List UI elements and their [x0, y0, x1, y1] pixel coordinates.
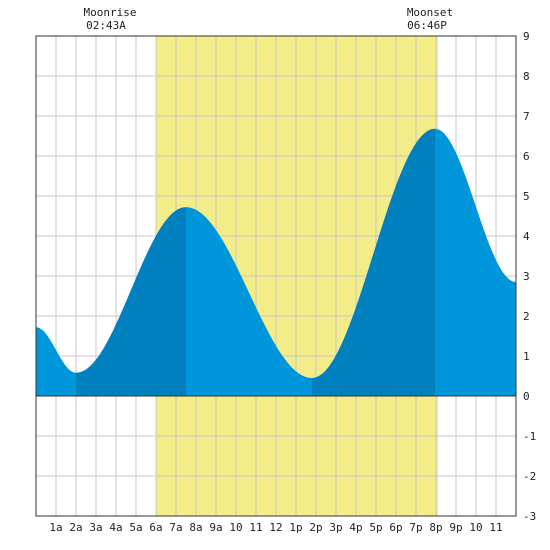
x-tick-label: 11	[249, 521, 262, 534]
x-tick-label: 5a	[129, 521, 142, 534]
x-tick-label: 2p	[309, 521, 322, 534]
x-tick-label: 2a	[69, 521, 82, 534]
y-tick-label: 4	[523, 230, 530, 243]
y-tick-label: 7	[523, 110, 530, 123]
y-tick-label: 9	[523, 30, 530, 43]
tide-dark-segment	[312, 128, 435, 397]
y-tick-label: 1	[523, 350, 530, 363]
y-tick-label: 8	[523, 70, 530, 83]
x-tick-label: 9p	[449, 521, 462, 534]
x-tick-label: 11	[489, 521, 502, 534]
y-tick-label: -2	[523, 470, 536, 483]
x-tick-label: 8p	[429, 521, 442, 534]
y-tick-label: 6	[523, 150, 530, 163]
x-tick-label: 9a	[209, 521, 222, 534]
moonrise-title: Moonrise	[84, 6, 137, 19]
x-tick-label: 7p	[409, 521, 422, 534]
y-tick-label: 2	[523, 310, 530, 323]
x-axis-ticks: 1a 2a 3a 4a 5a 6a 7a 8a 9a 10 11 12 1p 2p 3p 4p 5p 6p 7p 8p…	[49, 521, 502, 534]
moonset-time: 06:46P	[407, 19, 447, 32]
x-tick-label: 3p	[329, 521, 342, 534]
x-tick-label: 3a	[89, 521, 102, 534]
moonset-title: Moonset	[407, 6, 453, 19]
y-tick-label: -3	[523, 510, 536, 523]
x-tick-label: 8a	[189, 521, 202, 534]
y-tick-label: 3	[523, 270, 530, 283]
y-tick-label: 0	[523, 390, 530, 403]
x-tick-label: 10	[229, 521, 242, 534]
tide-dark-segments	[76, 128, 435, 397]
plot-frame	[35, 35, 517, 517]
x-tick-label: 6a	[149, 521, 162, 534]
tide-dark-segment	[76, 207, 186, 396]
y-tick-label: 5	[523, 190, 530, 203]
x-tick-label: 4p	[349, 521, 362, 534]
x-tick-label: 1p	[289, 521, 302, 534]
x-tick-label: 7a	[169, 521, 182, 534]
x-tick-label: 6p	[389, 521, 402, 534]
x-tick-label: 5p	[369, 521, 382, 534]
y-tick-label: -1	[523, 430, 536, 443]
x-tick-label: 10	[469, 521, 482, 534]
x-tick-label: 1a	[49, 521, 62, 534]
moonrise-time: 02:43A	[86, 19, 126, 32]
x-tick-label: 4a	[109, 521, 122, 534]
x-tick-label: 12	[269, 521, 282, 534]
y-axis-ticks: -3 -2 -1 0 1 2 3 4 5 6 7 8 9	[523, 30, 536, 523]
